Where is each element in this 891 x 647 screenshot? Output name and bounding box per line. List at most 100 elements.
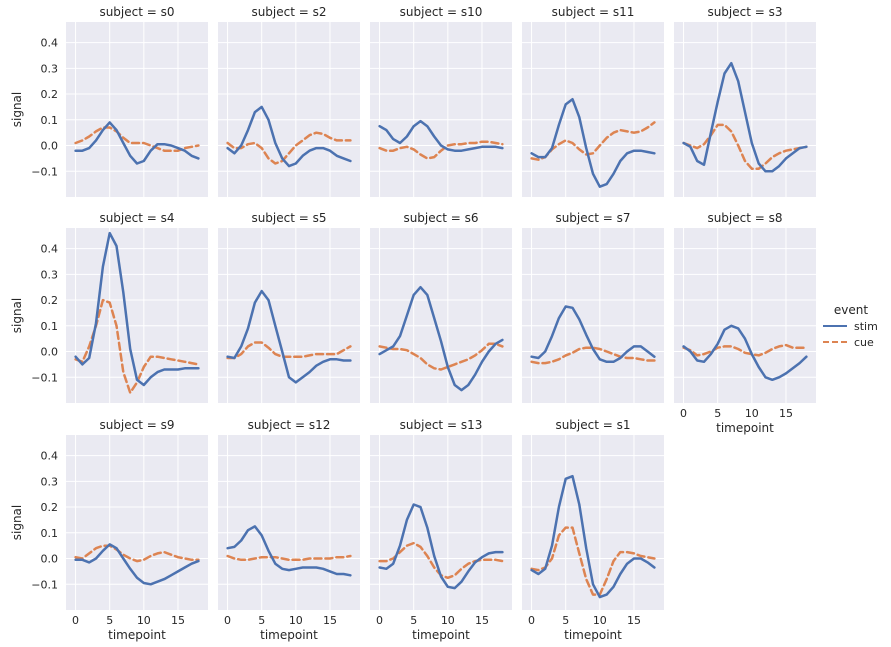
- legend-label-cue: cue: [854, 336, 874, 349]
- facet-panel: subject = s9 −0.1 0.0 0.1 0.2 0.3 0.4 signal 0 5 1…: [10, 418, 208, 642]
- x-tick-label: 15: [323, 614, 337, 627]
- y-axis-label: signal: [10, 298, 24, 334]
- panel-title: subject = s2: [251, 5, 326, 19]
- y-tick-label: 0.3: [41, 268, 59, 281]
- x-axis-label: timepoint: [260, 628, 318, 642]
- cue-line: [530, 526, 656, 596]
- x-axis-label: timepoint: [564, 628, 622, 642]
- y-tick-label: 0.4: [41, 37, 59, 50]
- x-tick-label: 15: [627, 614, 641, 627]
- panel-background: [218, 22, 360, 197]
- stim-line: [226, 105, 352, 168]
- panel-background: [218, 435, 360, 610]
- x-tick-label: 0: [528, 614, 535, 627]
- cue-line: [226, 554, 352, 562]
- legend-title: event: [834, 303, 868, 317]
- panel-title: subject = s9: [99, 418, 174, 432]
- y-tick-label: 0.1: [41, 320, 59, 333]
- panel-background: [674, 228, 816, 403]
- y-tick-label: −0.1: [31, 371, 58, 384]
- panel-title: subject = s11: [552, 5, 635, 19]
- stim-line: [682, 324, 808, 382]
- x-axis-label: timepoint: [412, 628, 470, 642]
- stim-line: [530, 305, 656, 364]
- stim-line: [530, 97, 656, 188]
- stim-line: [74, 543, 200, 586]
- panel-title: subject = s7: [555, 211, 630, 225]
- facet-panel: subject = s0 −0.1 0.0 0.1 0.2 0.3 0.4 signal: [10, 5, 208, 197]
- stim-line: [74, 231, 200, 387]
- x-tick-label: 5: [562, 614, 569, 627]
- cue-line: [74, 126, 200, 152]
- stim-line: [226, 289, 352, 384]
- legend-label-stim: stim: [854, 320, 878, 333]
- x-tick-label: 5: [258, 614, 265, 627]
- x-tick-label: 5: [714, 407, 721, 420]
- panel-background: [370, 22, 512, 197]
- y-tick-label: 0.2: [41, 501, 59, 514]
- stim-line: [226, 525, 352, 577]
- facet-panel: subject = s5: [218, 211, 360, 403]
- y-tick-label: 0.2: [41, 294, 59, 307]
- y-axis-label: signal: [10, 92, 24, 128]
- x-tick-label: 0: [680, 407, 687, 420]
- y-tick-label: 0.0: [41, 553, 59, 566]
- y-tick-label: 0.3: [41, 62, 59, 75]
- panel-title: subject = s13: [400, 418, 483, 432]
- panel-title: subject = s5: [251, 211, 326, 225]
- x-axis-label: timepoint: [108, 628, 166, 642]
- panel-background: [522, 22, 664, 197]
- y-tick-label: 0.1: [41, 114, 59, 127]
- panel-title: subject = s3: [707, 5, 782, 19]
- cue-line: [378, 140, 504, 160]
- panel-background: [370, 228, 512, 403]
- stim-line: [682, 61, 808, 173]
- panel-title: subject = s1: [555, 418, 630, 432]
- cue-line: [74, 544, 200, 563]
- x-tick-label: 15: [475, 614, 489, 627]
- x-tick-label: 10: [593, 614, 607, 627]
- panel-title: subject = s8: [707, 211, 782, 225]
- facet-panel: subject = s6: [370, 211, 512, 403]
- panel-background: [66, 22, 208, 197]
- x-tick-label: 15: [171, 614, 185, 627]
- x-tick-label: 10: [745, 407, 759, 420]
- y-tick-label: −0.1: [31, 578, 58, 591]
- stim-line: [378, 119, 504, 152]
- panel-background: [66, 435, 208, 610]
- cue-line: [226, 131, 352, 165]
- facet-panel: subject = s7: [522, 211, 664, 403]
- stim-line: [74, 121, 200, 165]
- cue-line: [226, 341, 352, 360]
- y-tick-label: 0.0: [41, 140, 59, 153]
- facet-panel: subject = s13 0 5 10 15 timepoint: [370, 418, 512, 642]
- panel-title: subject = s4: [99, 211, 174, 225]
- legend: event stim cue: [823, 303, 878, 349]
- stim-line: [378, 503, 504, 590]
- x-tick-label: 0: [376, 614, 383, 627]
- panel-title: subject = s10: [400, 5, 483, 19]
- x-tick-label: 0: [72, 614, 79, 627]
- x-tick-label: 5: [106, 614, 113, 627]
- stim-line: [530, 474, 656, 599]
- y-tick-label: 0.0: [41, 346, 59, 359]
- y-tick-label: 0.1: [41, 527, 59, 540]
- panel-title: subject = s12: [248, 418, 331, 432]
- y-tick-label: 0.3: [41, 475, 59, 488]
- facet-panel: subject = s4 −0.1 0.0 0.1 0.2 0.3 0.4 signal: [10, 211, 208, 403]
- x-tick-label: 10: [137, 614, 151, 627]
- panel-title: subject = s0: [99, 5, 174, 19]
- x-tick-label: 15: [779, 407, 793, 420]
- facet-panel: subject = s12 0 5 10 15 timepoint: [218, 418, 360, 642]
- x-axis-label: timepoint: [716, 421, 774, 435]
- y-tick-label: −0.1: [31, 165, 58, 178]
- panel-background: [370, 435, 512, 610]
- facet-panel: subject = s2: [218, 5, 360, 197]
- panel-background: [66, 228, 208, 403]
- y-tick-label: 0.4: [41, 243, 59, 256]
- cue-line: [682, 123, 808, 170]
- panel-background: [522, 228, 664, 403]
- x-tick-label: 10: [289, 614, 303, 627]
- facet-panel: subject = s11: [522, 5, 664, 197]
